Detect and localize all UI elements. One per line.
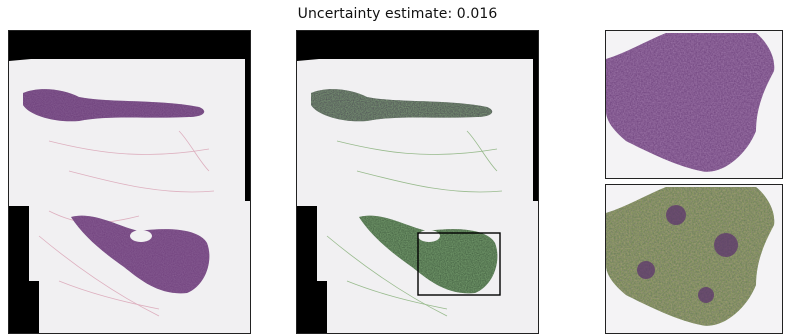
zoomed-overlay-image [606, 185, 782, 333]
zoomed-original-image [606, 31, 782, 178]
figure-title: Uncertainty estimate: 0.016 [297, 6, 498, 22]
roi-box [417, 232, 501, 296]
original-slide-panel [8, 30, 251, 334]
zoomed-overlay-panel [605, 184, 783, 334]
zoomed-original-panel [605, 30, 783, 179]
original-slide-image [9, 31, 250, 333]
uncertainty-overlay-slide-panel [296, 30, 539, 334]
uncertainty-overlay-slide-image [297, 59, 538, 333]
